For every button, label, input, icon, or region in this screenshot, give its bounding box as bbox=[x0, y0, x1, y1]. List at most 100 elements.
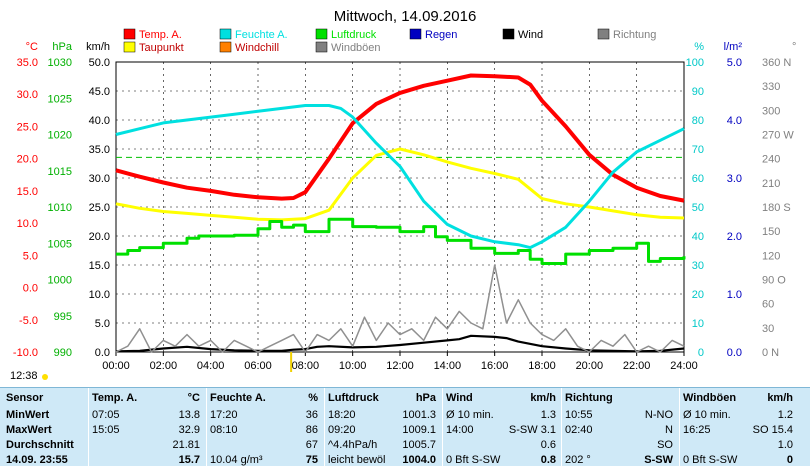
table-cell-detail: Ø 10 min. bbox=[446, 409, 494, 421]
table-cell-value: 1004.0 bbox=[402, 454, 436, 466]
statistics-table: Sensor Temp. A. °C Feuchte A.% Luftdruck hPa W… bbox=[0, 387, 810, 466]
y-tick-label-dir: 330 bbox=[762, 81, 780, 93]
x-tick-label: 24:00 bbox=[670, 360, 698, 372]
table-cell-value: 67 bbox=[305, 439, 318, 451]
y-tick-label-kmh: 35.0 bbox=[89, 144, 110, 156]
table-header-unit: % bbox=[308, 392, 318, 404]
y-tick-label-dir: 30 bbox=[762, 323, 774, 335]
x-tick-label: 20:00 bbox=[576, 360, 604, 372]
y-tick-label-pct: 80 bbox=[692, 115, 704, 127]
x-tick-label: 02:00 bbox=[150, 360, 178, 372]
y-tick-label-pct: 0 bbox=[698, 347, 704, 359]
legend-label: Windböen bbox=[331, 42, 381, 54]
y-tick-label-hpa: 1005 bbox=[48, 238, 72, 250]
table-cell-value: 1001.3 bbox=[402, 409, 436, 421]
legend-label: Windchill bbox=[235, 42, 279, 54]
table-cell-value: 1.3 bbox=[540, 409, 556, 421]
legend-swatch bbox=[315, 28, 328, 40]
x-tick-label: 04:00 bbox=[197, 360, 225, 372]
legend-swatch bbox=[219, 28, 232, 40]
series-windb-en bbox=[115, 264, 685, 353]
table-column-separator bbox=[206, 388, 207, 466]
table-header: Sensor bbox=[6, 392, 44, 404]
table-header: Richtung bbox=[565, 392, 613, 404]
table-cell-value: N-NO bbox=[644, 409, 673, 421]
table-cell-value: 1005.7 bbox=[402, 439, 436, 451]
table-column-separator bbox=[561, 388, 562, 466]
table-cell-value: SO 15.4 bbox=[752, 424, 793, 436]
table-cell-detail: 0 Bft S-SW bbox=[446, 454, 501, 466]
y-tick-label-hpa: 1015 bbox=[48, 166, 72, 178]
y-tick-label-hpa: 990 bbox=[54, 347, 72, 359]
y-tick-label-temp: 10.0 bbox=[17, 218, 38, 230]
y-tick-label-dir: 0 N bbox=[762, 347, 779, 359]
y-axis-unit-pct: % bbox=[694, 41, 704, 53]
chart-grid bbox=[115, 61, 685, 353]
table-row-label: 14.09. 23:55 bbox=[6, 454, 68, 466]
x-tick-label: 18:00 bbox=[528, 360, 556, 372]
table-cell-value: 32.9 bbox=[178, 424, 200, 436]
y-tick-label-kmh: 20.0 bbox=[89, 231, 110, 243]
table-cell-value: 13.8 bbox=[178, 409, 200, 421]
current-time-label: 12:38 bbox=[10, 370, 38, 382]
y-tick-label-lm2: 5.0 bbox=[727, 57, 742, 69]
table-header: Windböen bbox=[683, 392, 737, 404]
legend-label: Temp. A. bbox=[139, 29, 182, 41]
y-tick-label-pct: 50 bbox=[692, 202, 704, 214]
y-tick-label-temp: 20.0 bbox=[17, 154, 38, 166]
y-tick-label-kmh: 10.0 bbox=[89, 289, 110, 301]
legend-swatch bbox=[219, 41, 232, 53]
table-cell-value: 36 bbox=[305, 409, 318, 421]
legend-swatch bbox=[123, 28, 136, 40]
table-cell-value: 1009.1 bbox=[402, 424, 436, 436]
y-tick-label-lm2: 3.0 bbox=[727, 173, 742, 185]
y-tick-label-temp: -5.0 bbox=[19, 315, 38, 327]
table-cell-detail: 18:20 bbox=[328, 409, 356, 421]
y-tick-label-hpa: 1010 bbox=[48, 202, 72, 214]
y-tick-label-temp: 5.0 bbox=[23, 250, 38, 262]
legend-label: Richtung bbox=[613, 29, 656, 41]
chart-title: Mittwoch, 14.09.2016 bbox=[334, 8, 477, 25]
y-tick-label-kmh: 25.0 bbox=[89, 202, 110, 214]
table-header: Wind bbox=[446, 392, 473, 404]
table-cell-detail: leicht bewöl bbox=[328, 454, 386, 466]
table-header: Luftdruck bbox=[328, 392, 379, 404]
table-header-unit: °C bbox=[187, 392, 200, 404]
y-tick-label-kmh: 50.0 bbox=[89, 57, 110, 69]
table-cell-value: 75 bbox=[305, 454, 318, 466]
table-cell-detail: 10.04 g/m³ bbox=[210, 454, 263, 466]
table-column-separator bbox=[442, 388, 443, 466]
table-cell-detail: 09:20 bbox=[328, 424, 356, 436]
y-tick-label-kmh: 0.0 bbox=[95, 347, 110, 359]
table-cell-value: 0.8 bbox=[540, 454, 556, 466]
legend-label: Regen bbox=[425, 29, 457, 41]
legend-label: Taupunkt bbox=[139, 42, 184, 54]
y-tick-label-dir: 210 bbox=[762, 178, 780, 190]
y-tick-label-dir: 180 S bbox=[762, 202, 791, 214]
table-column-separator bbox=[88, 388, 89, 466]
table-header: Temp. A. bbox=[92, 392, 138, 404]
table-cell-detail: ^4.4hPa/h bbox=[328, 439, 378, 451]
table-column-separator bbox=[679, 388, 680, 466]
table-header-unit: km/h bbox=[530, 392, 556, 404]
table-cell-detail: 16:25 bbox=[683, 424, 711, 436]
table-cell-value: S-SW bbox=[644, 454, 673, 466]
y-axis-unit-hpa: hPa bbox=[52, 41, 72, 53]
table-cell-detail: 15:05 bbox=[92, 424, 120, 436]
x-tick-label: 22:00 bbox=[623, 360, 651, 372]
y-tick-label-kmh: 45.0 bbox=[89, 86, 110, 98]
y-axis-unit-temp: °C bbox=[26, 41, 38, 53]
legend-swatch bbox=[409, 28, 422, 40]
table-cell-detail: Ø 10 min. bbox=[683, 409, 731, 421]
plot-area bbox=[42, 73, 686, 380]
y-tick-label-kmh: 30.0 bbox=[89, 173, 110, 185]
y-axis-unit-lm2: l/m² bbox=[724, 41, 743, 53]
table-cell-detail: 202 ° bbox=[565, 454, 591, 466]
table-header-unit: km/h bbox=[767, 392, 793, 404]
y-tick-label-dir: 240 bbox=[762, 154, 780, 166]
x-tick-label: 00:00 bbox=[102, 360, 130, 372]
y-tick-label-pct: 40 bbox=[692, 231, 704, 243]
y-tick-label-lm2: 4.0 bbox=[727, 115, 742, 127]
y-tick-label-temp: 30.0 bbox=[17, 89, 38, 101]
table-cell-detail: 07:05 bbox=[92, 409, 120, 421]
